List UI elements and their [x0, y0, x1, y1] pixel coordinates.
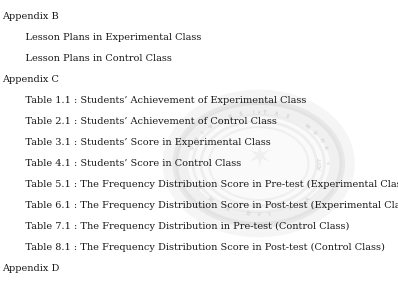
Text: A: A [273, 111, 279, 117]
Text: I: I [201, 130, 206, 135]
Text: U: U [189, 145, 195, 150]
Text: Table 6.1 : The Frequency Distribution Score in Post-test (Experimental Class): Table 6.1 : The Frequency Distribution S… [16, 201, 398, 210]
Text: M: M [193, 183, 200, 190]
Text: H: H [318, 184, 324, 190]
Text: I: I [252, 110, 254, 115]
Text: ★: ★ [326, 161, 330, 166]
Text: ADIY: ADIY [318, 157, 323, 170]
Text: Table 5.1 : The Frequency Distribution Score in Pre-test (Experimental Class): Table 5.1 : The Frequency Distribution S… [16, 180, 398, 189]
Text: U: U [311, 130, 317, 136]
Text: A: A [322, 145, 328, 150]
Text: Appendix B: Appendix B [2, 12, 59, 21]
Text: Lesson Plans in Control Class: Lesson Plans in Control Class [16, 54, 172, 63]
Text: A: A [224, 206, 230, 212]
Text: S: S [239, 111, 244, 117]
Text: ★: ★ [187, 161, 191, 166]
Text: A: A [305, 197, 311, 203]
Text: I: I [268, 211, 271, 217]
Text: M: M [303, 123, 310, 130]
Text: Y: Y [288, 206, 293, 212]
Circle shape [175, 102, 342, 225]
Text: Table 7.1 : The Frequency Distribution in Pre-test (Control Class): Table 7.1 : The Frequency Distribution i… [16, 222, 349, 231]
Text: ✶: ✶ [246, 143, 271, 172]
Text: Table 8.1 : The Frequency Distribution Score in Post-test (Control Class): Table 8.1 : The Frequency Distribution S… [16, 243, 385, 252]
Text: ★: ★ [257, 212, 261, 217]
Text: Appendix D: Appendix D [2, 264, 59, 273]
Text: Table 3.1 : Students’ Score in Experimental Class: Table 3.1 : Students’ Score in Experimen… [16, 138, 271, 147]
Text: S: S [285, 114, 290, 120]
Text: Table 4.1 : Students’ Score in Control Class: Table 4.1 : Students’ Score in Control C… [16, 159, 241, 168]
Text: N: N [194, 137, 200, 143]
Text: E: E [217, 118, 223, 124]
Text: Table 1.1 : Students’ Achievement of Experimental Class: Table 1.1 : Students’ Achievement of Exp… [16, 96, 306, 105]
Text: T: T [263, 110, 266, 115]
Text: ★: ★ [257, 110, 261, 115]
Text: Table 2.1 : Students’ Achievement of Control Class: Table 2.1 : Students’ Achievement of Con… [16, 117, 277, 126]
Text: Lesson Plans in Experimental Class: Lesson Plans in Experimental Class [16, 33, 201, 42]
Text: R: R [228, 114, 233, 120]
Text: Appendix C: Appendix C [2, 75, 59, 84]
Text: H: H [317, 137, 324, 143]
Text: D: D [246, 211, 250, 217]
Text: M: M [206, 196, 213, 203]
Text: V: V [208, 123, 214, 129]
